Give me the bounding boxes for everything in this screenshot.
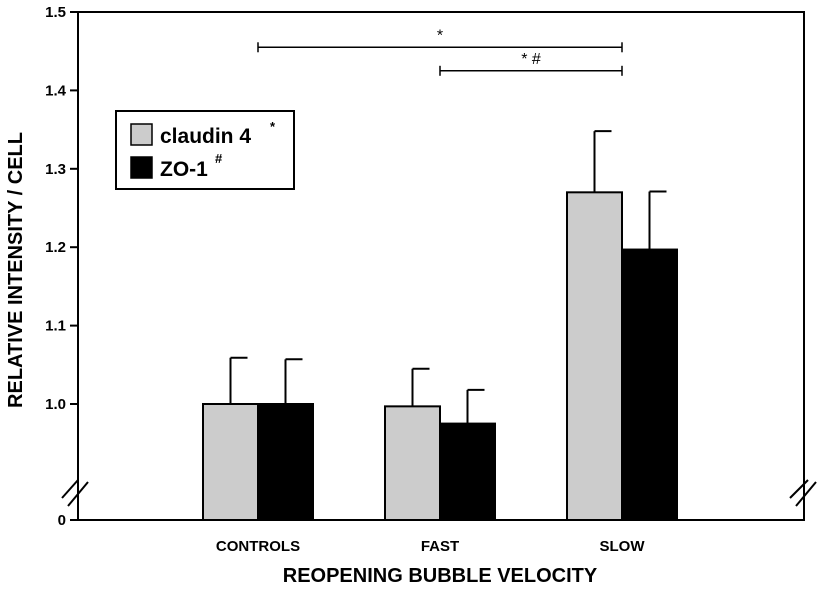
bars <box>202 191 678 522</box>
significance-brackets: * * # <box>257 27 623 76</box>
legend-marker-zo1: # <box>215 151 223 166</box>
x-category-label: FAST <box>421 538 459 555</box>
legend-label-claudin4: claudin 4 <box>160 125 251 148</box>
y-tick-label: 1.3 <box>45 161 66 178</box>
legend-swatch-zo1 <box>130 156 153 179</box>
y-axis-ticks: 0 1.0 1.1 1.2 1.3 1.4 1.5 <box>45 4 78 529</box>
y-tick-label: 1.2 <box>45 239 66 256</box>
x-axis-title: REOPENING BUBBLE VELOCITY <box>283 565 598 587</box>
bar <box>621 248 678 521</box>
y-tick-label: 1.1 <box>45 318 66 335</box>
x-category-label: SLOW <box>600 538 646 555</box>
significance-label: * <box>437 27 443 44</box>
bar <box>257 403 314 521</box>
x-category-label: CONTROLS <box>216 538 300 555</box>
legend-marker-claudin4: * <box>270 119 276 134</box>
error-bars <box>229 130 667 424</box>
bar <box>566 191 623 521</box>
y-tick-label: 1.5 <box>45 4 66 21</box>
y-tick-label: 1.0 <box>45 396 66 413</box>
bar <box>202 403 259 521</box>
bar <box>384 405 441 521</box>
x-axis-categories: CONTROLS FAST SLOW <box>216 538 645 555</box>
axis-break-right <box>789 479 817 507</box>
y-tick-label: 1.4 <box>45 82 67 99</box>
y-axis-title: RELATIVE INTENSITY / CELL <box>5 132 27 408</box>
significance-label: * # <box>521 51 541 68</box>
legend-swatch-claudin4 <box>130 123 153 146</box>
bar <box>439 422 496 522</box>
legend: claudin 4 * ZO-1 # <box>115 110 295 190</box>
y-tick-label: 0 <box>58 512 66 529</box>
axis-break-left <box>61 479 89 507</box>
legend-label-zo1: ZO-1 <box>160 158 208 181</box>
